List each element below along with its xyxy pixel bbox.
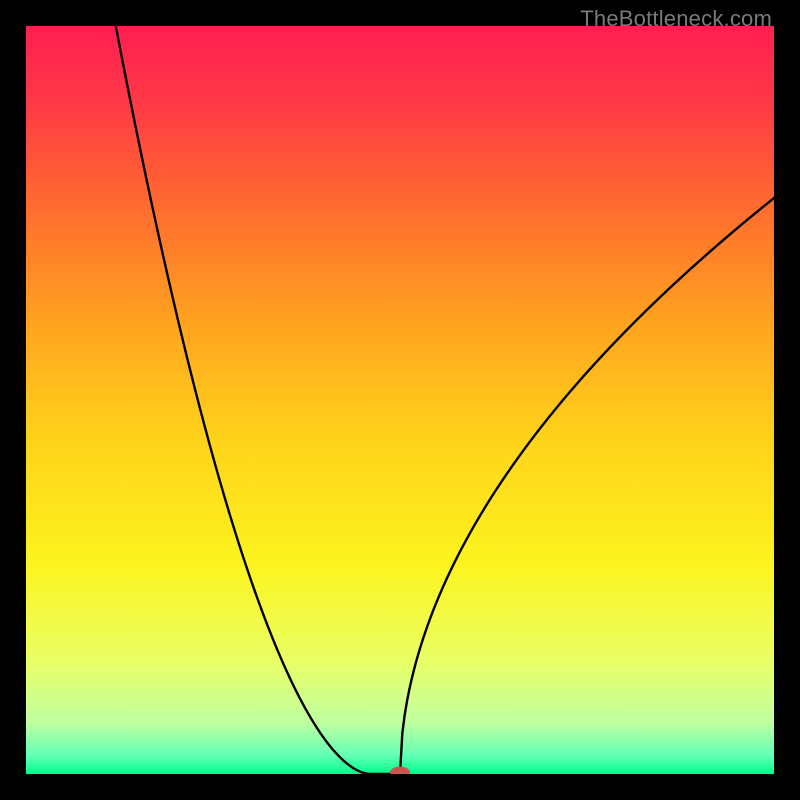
watermark-text: TheBottleneck.com: [580, 6, 772, 32]
bottleneck-chart: [26, 26, 774, 774]
plot-area: [26, 26, 774, 774]
chart-container: TheBottleneck.com: [0, 0, 800, 800]
